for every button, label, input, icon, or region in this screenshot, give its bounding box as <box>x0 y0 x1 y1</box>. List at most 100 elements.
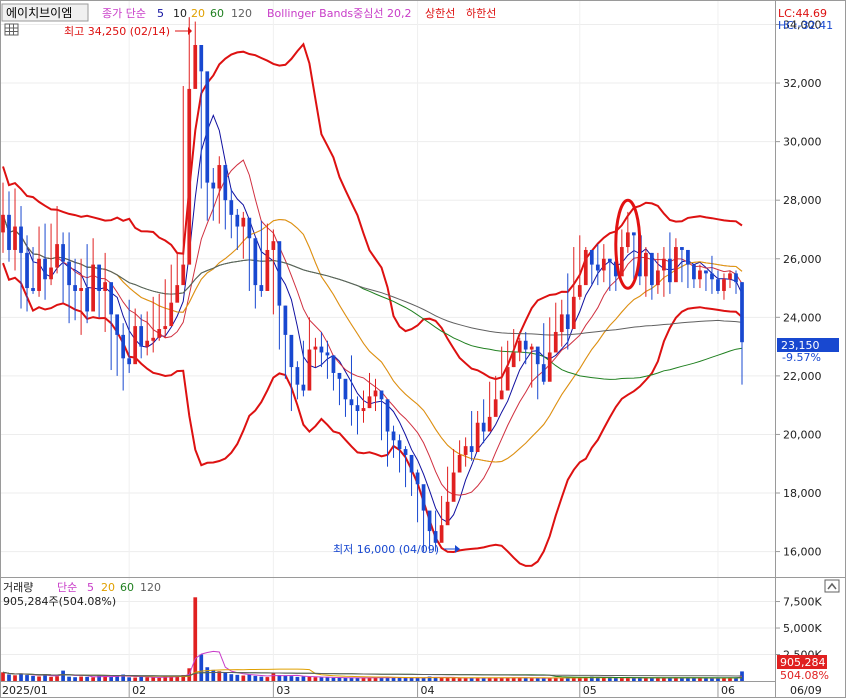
volume-bar <box>650 677 654 681</box>
last-change: -9.57% <box>782 351 821 364</box>
volume-bar <box>49 676 53 681</box>
volume-bar <box>559 677 564 681</box>
volume-bar <box>211 669 216 681</box>
volume-bar <box>577 677 582 681</box>
volume-bar <box>271 673 276 681</box>
candle-body <box>595 264 600 271</box>
candle-body <box>674 247 678 283</box>
candle-body <box>91 264 95 312</box>
candle-body <box>656 270 660 286</box>
candle-body <box>662 258 666 271</box>
candle-body <box>403 449 408 455</box>
volume-bar <box>79 676 83 681</box>
date-label: 04 <box>421 684 435 697</box>
candle-body <box>175 285 180 303</box>
candle-body <box>445 501 450 526</box>
candle-body <box>73 285 77 291</box>
candle-body <box>547 352 552 382</box>
price-tick-label: 26,000 <box>783 253 822 266</box>
candle-body <box>223 165 228 201</box>
volume-bar <box>680 677 684 681</box>
candle-body <box>686 249 690 265</box>
candle-body <box>451 472 456 502</box>
settings-icon[interactable] <box>4 23 19 36</box>
price-tick-label: 28,000 <box>783 194 822 207</box>
moving-averages <box>2 113 743 523</box>
volume-bar <box>517 677 522 681</box>
volume-bar <box>175 675 180 681</box>
candle-body <box>668 258 672 283</box>
candle-body <box>385 399 390 432</box>
candle-body <box>463 446 468 455</box>
last-volume-ratio: 504.08% <box>780 669 829 682</box>
candle-body <box>601 258 606 271</box>
candle-body <box>7 214 11 250</box>
candle-body <box>583 249 588 286</box>
volume-ma-120-label: 120 <box>140 581 161 594</box>
volume-bar <box>463 678 468 681</box>
bollinger-upper-line <box>2 42 743 381</box>
volume-bar <box>716 678 720 681</box>
volume-bar <box>247 674 252 681</box>
volume-bar <box>481 677 486 681</box>
candle-body <box>559 314 564 332</box>
candle-body <box>181 264 186 286</box>
candle-body <box>1 214 5 233</box>
candle-body <box>103 282 108 291</box>
candle-body <box>157 329 162 338</box>
candle-body <box>247 217 252 239</box>
candle-body <box>415 472 420 485</box>
low-annotation: 최저 16,000 (04/09) <box>333 543 460 556</box>
volume-bar <box>193 597 198 681</box>
stock-name-box[interactable] <box>1 3 89 22</box>
candle-body <box>728 273 732 280</box>
volume-bar <box>13 675 17 681</box>
candle-body <box>307 349 312 391</box>
volume-bar <box>529 678 534 681</box>
volume-bar <box>133 677 138 681</box>
volume-bar <box>535 678 540 681</box>
volume-ma-60-label: 60 <box>120 581 134 594</box>
volume-bar <box>355 677 360 681</box>
candle-body <box>409 454 414 473</box>
volume-bar <box>319 677 324 681</box>
candle-body <box>716 279 720 291</box>
volume-bar <box>325 677 330 681</box>
volume-bar <box>523 678 528 681</box>
volume-bar <box>421 677 426 681</box>
candle-body <box>193 44 198 89</box>
volume-bar <box>403 678 408 681</box>
candle-body <box>61 244 65 262</box>
volume-bar <box>439 677 444 681</box>
volume-bar <box>475 677 480 681</box>
volume-bar <box>169 676 174 681</box>
volume-settings-icon[interactable] <box>824 579 840 593</box>
candle-body <box>517 340 522 353</box>
candle-body <box>97 264 101 291</box>
last-volume-marker: 905,284 504.08% <box>777 655 829 682</box>
candle-body <box>133 326 138 365</box>
volume-bar <box>644 678 648 681</box>
bb-upper-label: 상한선 <box>425 7 455 20</box>
candle-body <box>571 296 576 330</box>
volume-bar <box>656 677 660 681</box>
volume-bar <box>469 678 474 681</box>
volume-tick-label: 7,500K <box>783 596 822 609</box>
volume-bar <box>668 678 672 681</box>
volume-bar <box>547 677 552 681</box>
candle-body <box>79 288 83 291</box>
lc-value: LC:44.69 <box>778 7 827 20</box>
candle-body <box>493 399 498 417</box>
candle-body <box>553 331 558 353</box>
candle-body <box>397 440 402 450</box>
candle-body <box>13 226 17 250</box>
candle-body <box>109 282 114 315</box>
price-tick-label: 16,000 <box>783 546 822 559</box>
candle-body <box>289 334 294 368</box>
price-tick-label: 18,000 <box>783 487 822 500</box>
candle-body <box>25 252 29 289</box>
candle-body <box>343 378 348 400</box>
ma-5-label: 5 <box>157 7 164 20</box>
candle-body <box>295 367 300 385</box>
